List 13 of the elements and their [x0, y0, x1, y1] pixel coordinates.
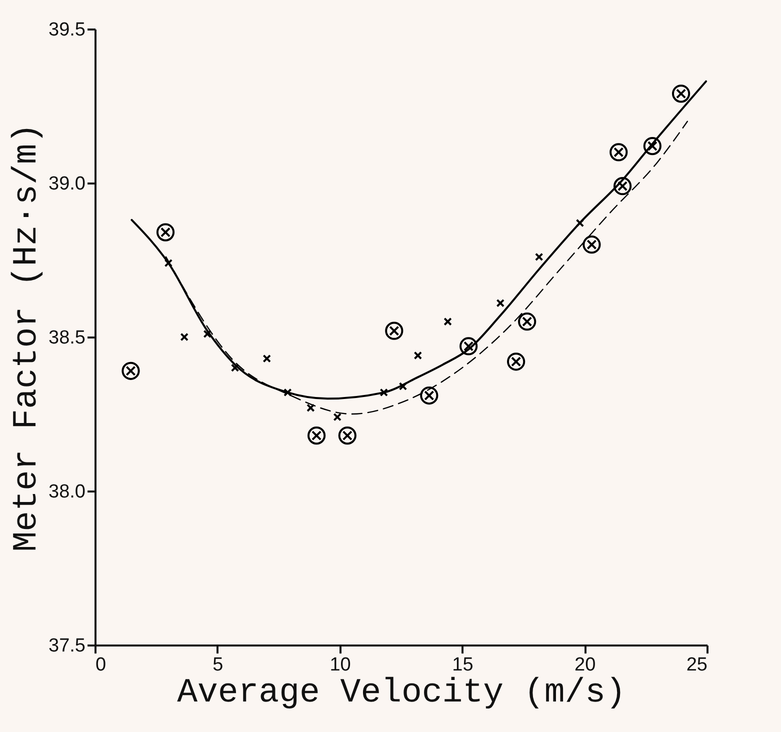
x-tick-label: 20 — [574, 654, 596, 676]
y-tick-label: 39.0 — [48, 174, 86, 194]
x-tick-label: 0 — [96, 654, 106, 676]
x-tick-label: 5 — [212, 654, 224, 676]
y-tick-label: 38.5 — [48, 328, 86, 348]
y-tick-label: 37.5 — [48, 636, 86, 656]
y-tick-label: 39.5 — [48, 20, 86, 40]
y-tick-label: 38.0 — [48, 482, 86, 502]
x-tick-label: 15 — [452, 654, 474, 676]
y-axis-title: Meter Factor (Hz·s/m) — [8, 123, 47, 552]
x-tick-label: 25 — [686, 654, 708, 676]
x-tick-label: 10 — [330, 654, 351, 676]
x-axis-title: Average Velocity (m/s) — [177, 674, 626, 712]
